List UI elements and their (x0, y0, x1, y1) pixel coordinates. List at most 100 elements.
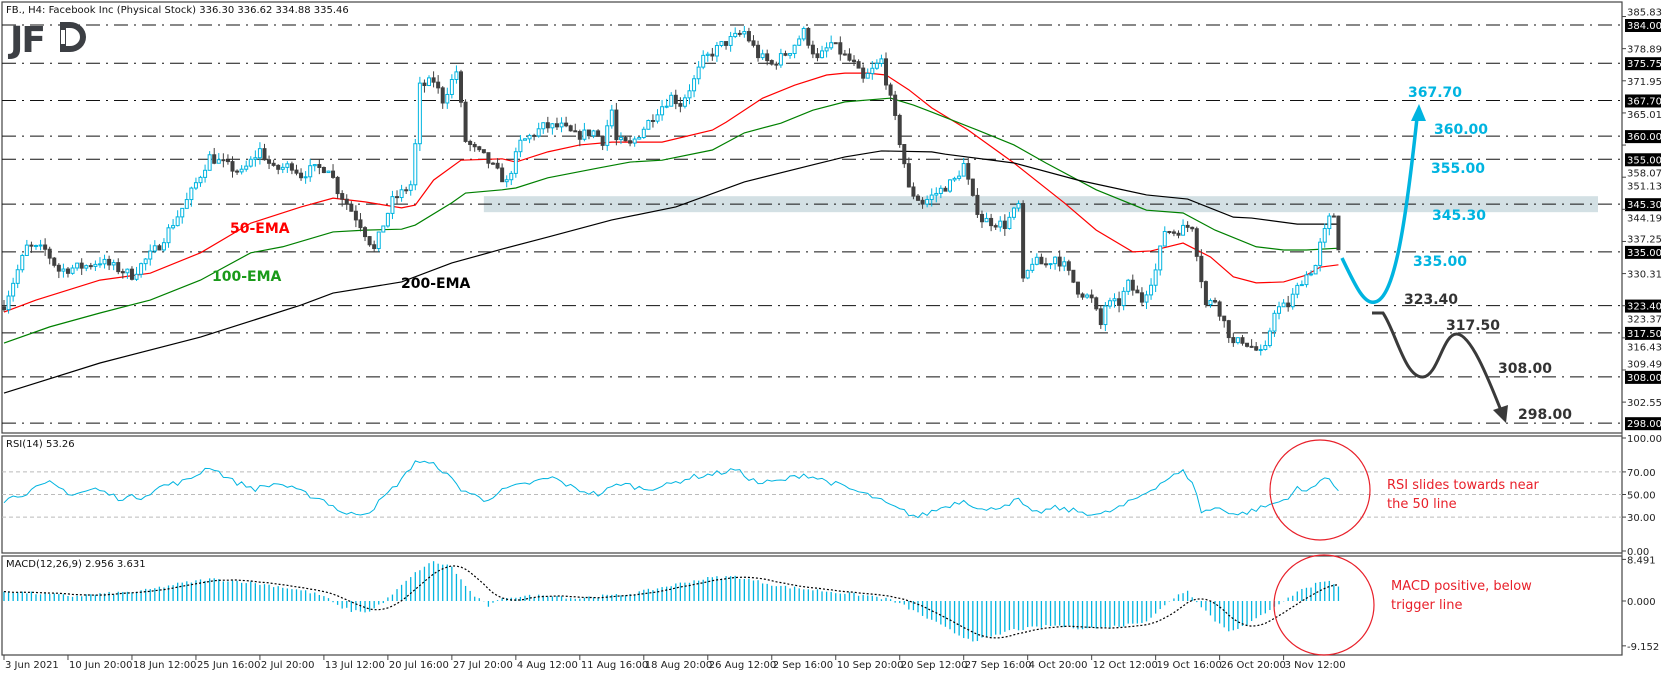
target-label: 308.00 (1498, 361, 1552, 377)
price-level-label: 360.00 (1627, 132, 1662, 143)
macd-tick-label: -9.152 (1627, 642, 1659, 653)
candle-bearish (842, 53, 847, 56)
candle-bearish (289, 163, 294, 171)
candle-bearish (363, 227, 368, 238)
candle-bearish (628, 140, 633, 144)
macd-panel-frame (1, 555, 1623, 656)
candle-bullish (24, 244, 29, 256)
candle-bullish (957, 175, 962, 179)
candle-bearish (367, 236, 372, 246)
macd-note-line2: trigger line (1391, 598, 1463, 613)
candle-bearish (847, 53, 852, 61)
price-tick-label: 323.37 (1627, 315, 1662, 326)
candle-bullish (618, 137, 623, 141)
candle-bullish (75, 262, 80, 269)
candle-bullish (792, 44, 797, 55)
candle-bullish (1327, 215, 1332, 230)
candle-bullish (152, 245, 157, 252)
candle-bullish (870, 67, 875, 75)
time-tick-label: 18 Aug 20:00 (645, 660, 712, 671)
price-tick-label: 385.83 (1627, 8, 1662, 19)
candle-bullish (184, 199, 189, 209)
price-level-badge (1625, 198, 1661, 212)
candle-bearish (833, 42, 838, 45)
candle-bearish (1117, 298, 1122, 306)
bearish-scenario: 323.40 317.50 308.00 298.00 (1372, 292, 1572, 423)
candle-bearish (129, 268, 134, 280)
candle-bearish (230, 161, 235, 172)
candle-bullish (998, 220, 1003, 228)
rsi-tick-label: 100.00 (1627, 434, 1662, 445)
target-label: 335.00 (1413, 254, 1467, 270)
rsi-line (3, 460, 1339, 519)
candle-bullish (1149, 284, 1154, 296)
price-level-badge (1625, 245, 1661, 259)
candle-bearish (1240, 337, 1245, 344)
price-axis: 384.00 375.75 367.70 360.00 355.00 345.30 335.… (1621, 2, 1662, 655)
candle-bullish (637, 137, 642, 140)
candle-bullish (1181, 224, 1186, 236)
candle-bearish (1249, 345, 1254, 348)
candle-bullish (134, 273, 139, 280)
candle-bullish (778, 53, 783, 66)
candle-bearish (88, 265, 93, 268)
candle-bearish (225, 159, 230, 163)
ema-line-200-ema (3, 150, 1339, 394)
candle-bearish (1222, 315, 1227, 322)
candle-bearish (221, 159, 226, 162)
price-level-badge (1625, 57, 1661, 71)
candle-bullish (947, 179, 952, 192)
rsi-panel-frame (1, 435, 1623, 554)
candle-bearish (920, 199, 925, 205)
target-label: 298.00 (1518, 407, 1572, 423)
time-tick-label: 3 Jun 2021 (5, 660, 59, 671)
time-tick-label: 25 Jun 16:00 (197, 660, 261, 671)
candle-bearish (975, 194, 980, 215)
ema100-label: 100-EMA (212, 269, 282, 285)
candle-bullish (70, 267, 75, 274)
candle-bullish (1158, 245, 1163, 271)
candle-bullish (180, 207, 185, 218)
ema-line-50-ema (3, 72, 1339, 313)
price-level-label: 298.00 (1627, 419, 1662, 430)
candle-bearish (746, 31, 751, 42)
candle-bullish (84, 265, 89, 269)
candle-bullish (1318, 241, 1323, 266)
candle-bearish (56, 264, 61, 272)
price-level-label: 335.00 (1627, 248, 1662, 259)
price-level-label: 375.75 (1627, 59, 1662, 70)
candle-bullish (253, 157, 258, 160)
candle-bullish (605, 125, 610, 146)
candle-bearish (404, 189, 409, 192)
candle-bearish (573, 130, 578, 133)
time-tick-label: 3 Nov 12:00 (1285, 660, 1346, 671)
candle-bearish (267, 159, 272, 164)
candle-bullish (518, 139, 523, 153)
candle-bullish (1162, 231, 1167, 247)
candle-bearish (966, 163, 971, 180)
panel-frames (1, 1, 1623, 656)
candle-bearish (1194, 228, 1199, 257)
time-tick-label: 20 Sep 12:00 (901, 660, 968, 671)
candle-bullish (143, 258, 148, 265)
arrow-down-icon (1493, 405, 1508, 423)
price-level-badge (1625, 130, 1661, 144)
rsi-tick-label: 0.00 (1627, 547, 1649, 558)
price-level-badge (1625, 417, 1661, 431)
candle-bearish (500, 167, 505, 183)
time-tick-label: 2 Sep 16:00 (773, 660, 833, 671)
macd-note-line1: MACD positive, below (1391, 579, 1532, 594)
candle-bearish (317, 164, 322, 169)
target-label: 367.70 (1408, 85, 1462, 101)
candle-bullish (303, 176, 308, 179)
candle-bearish (107, 258, 112, 266)
macd-tick-label: 8.491 (1627, 555, 1656, 566)
candle-bullish (742, 31, 747, 35)
candle-bearish (1171, 231, 1176, 234)
candle-bullish (952, 177, 957, 181)
candle-bullish (664, 105, 669, 108)
candle-bullish (687, 90, 692, 99)
candle-bearish (756, 44, 761, 59)
candle-bearish (737, 32, 742, 35)
